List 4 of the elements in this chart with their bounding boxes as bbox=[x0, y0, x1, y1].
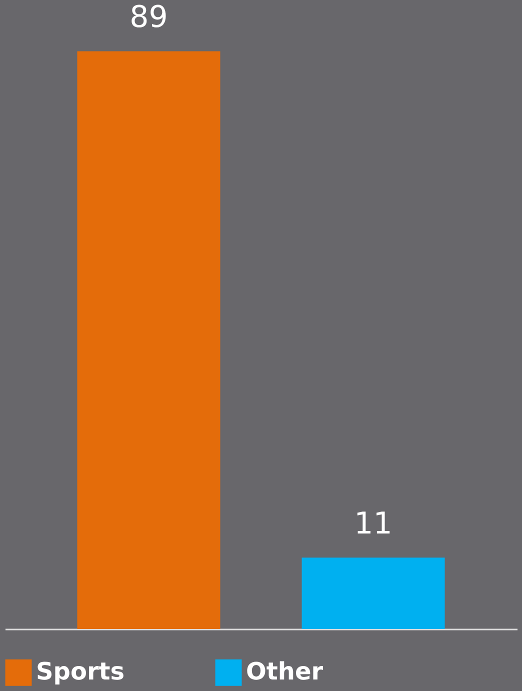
legend-label: Other bbox=[246, 658, 324, 686]
legend-label: Sports bbox=[36, 658, 125, 686]
data-label: 11 bbox=[354, 506, 392, 542]
data-label: 89 bbox=[130, 0, 168, 36]
